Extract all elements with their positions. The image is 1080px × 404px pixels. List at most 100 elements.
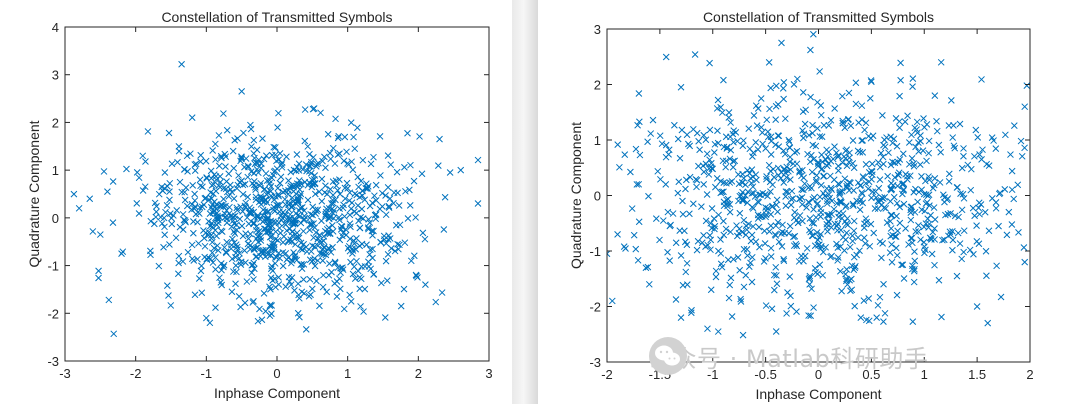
data-point [233, 226, 241, 234]
data-point [310, 220, 317, 227]
data-point [839, 117, 847, 125]
watermark: 公众号 · Matlab科研助手 [648, 336, 928, 376]
data-point [749, 183, 757, 191]
data-point [769, 202, 776, 210]
data-point [813, 200, 821, 208]
data-point [749, 223, 757, 230]
data-point [810, 304, 817, 311]
data-point [335, 214, 343, 221]
data-point [953, 272, 961, 280]
data-point [349, 245, 356, 253]
data-point [394, 240, 401, 248]
data-point [993, 262, 1000, 270]
data-point [907, 216, 915, 224]
data-point [767, 244, 775, 252]
data-point [311, 243, 319, 250]
data-point [710, 149, 718, 156]
data-point [209, 259, 217, 266]
data-point [773, 272, 780, 279]
data-point [353, 235, 360, 242]
data-point [761, 240, 769, 247]
data-point [683, 241, 691, 249]
data-point [110, 330, 118, 338]
data-point [357, 177, 365, 185]
data-point [838, 92, 846, 100]
data-point [244, 173, 252, 181]
data-point [188, 114, 196, 122]
data-point [815, 160, 822, 168]
data-point [876, 163, 884, 171]
data-point [812, 142, 820, 150]
data-point [135, 174, 143, 182]
data-point [972, 126, 980, 134]
data-point [843, 162, 851, 170]
data-point [346, 211, 354, 219]
data-point [992, 204, 1000, 212]
data-point [270, 203, 278, 211]
x-tick-label: -2 [130, 366, 142, 381]
data-point [714, 127, 721, 135]
data-point [884, 172, 892, 180]
data-point [830, 205, 838, 213]
data-point [218, 266, 225, 274]
data-point [247, 230, 254, 238]
data-point [917, 132, 924, 139]
data-point [799, 217, 806, 225]
data-point [867, 220, 875, 228]
data-point [803, 204, 810, 211]
data-point [785, 138, 793, 146]
data-point [1007, 151, 1014, 158]
data-point [823, 197, 831, 205]
data-point [857, 314, 865, 321]
data-point [843, 182, 850, 190]
data-point [866, 95, 874, 102]
data-point [823, 211, 831, 219]
data-point [904, 112, 911, 120]
data-point [908, 131, 915, 139]
data-point [279, 188, 287, 196]
data-point [187, 150, 194, 158]
data-point [292, 240, 299, 248]
data-point [232, 280, 239, 288]
data-point [160, 243, 167, 251]
data-point [809, 129, 816, 137]
data-point [779, 85, 787, 92]
data-point [956, 120, 964, 128]
data-point [978, 76, 985, 83]
data-point [831, 220, 839, 228]
data-point [376, 133, 384, 140]
y-tick-label: -3 [589, 355, 601, 370]
data-point [369, 245, 376, 253]
data-point [954, 229, 962, 237]
data-point [319, 283, 327, 291]
data-point [925, 137, 933, 145]
data-point [860, 297, 868, 304]
data-point [805, 131, 813, 139]
data-point [831, 143, 838, 150]
data-point [748, 253, 756, 261]
data-point [918, 173, 925, 180]
data-point [1002, 131, 1009, 139]
data-point [917, 236, 924, 244]
data-point [1023, 82, 1030, 89]
data-point [356, 242, 364, 250]
data-point [264, 248, 272, 256]
data-point [206, 210, 214, 217]
data-point [1017, 137, 1025, 145]
data-point [662, 180, 670, 188]
data-point [230, 164, 238, 172]
data-point [312, 162, 320, 170]
data-point [770, 271, 778, 279]
data-point [933, 127, 941, 135]
data-point [789, 195, 797, 202]
data-point [682, 176, 690, 184]
data-point [294, 309, 302, 317]
data-point [270, 143, 278, 151]
data-point [311, 224, 319, 231]
data-point [216, 274, 223, 282]
data-point [298, 288, 306, 296]
points-group [70, 60, 482, 338]
data-point [350, 133, 357, 141]
y-tick-label: 0 [594, 189, 601, 204]
data-point [887, 211, 895, 219]
